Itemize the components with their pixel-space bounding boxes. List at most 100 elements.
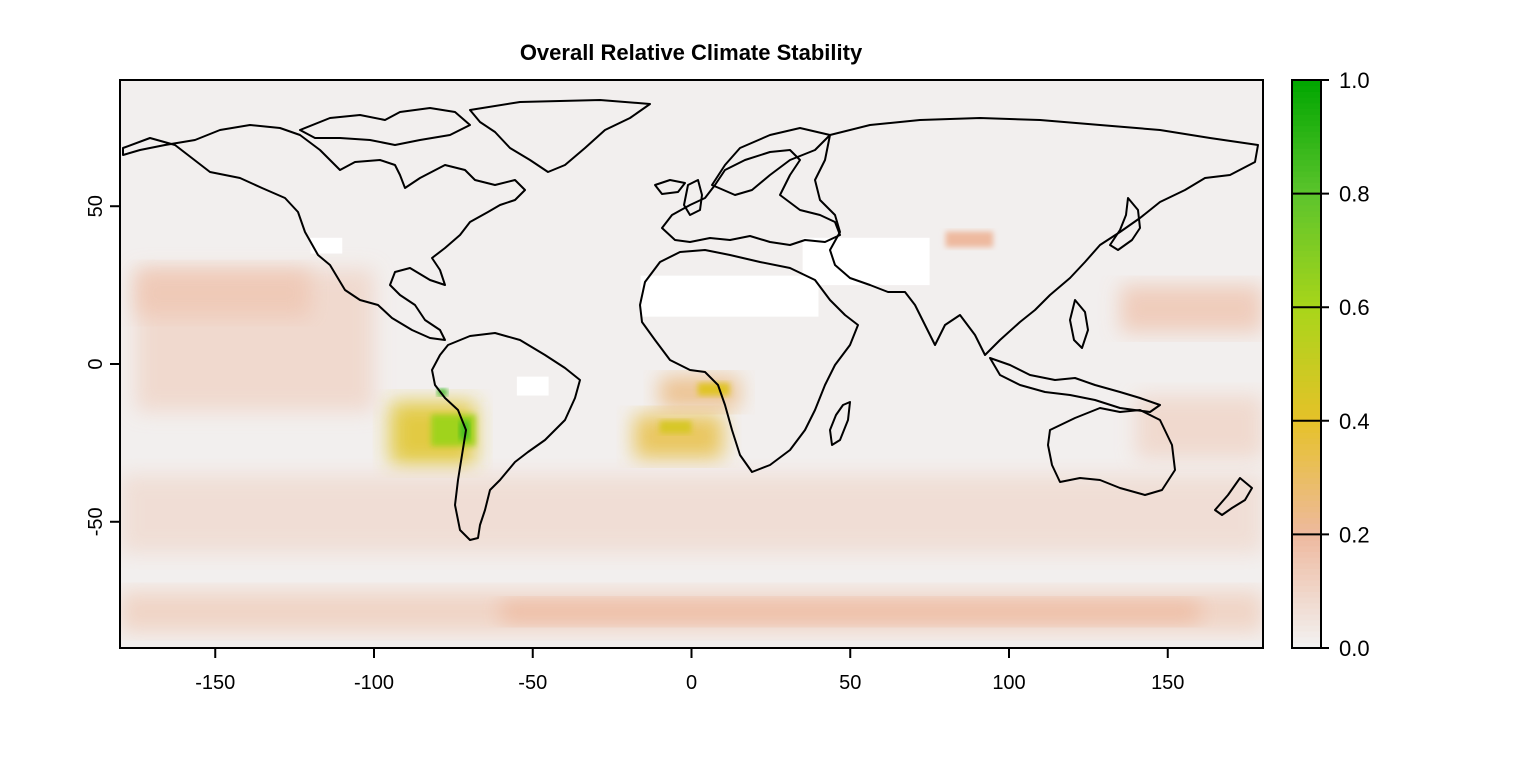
legend-swatch: [1292, 199, 1321, 206]
legend-swatch: [1292, 449, 1321, 456]
legend-ticks: 1.0 0.8 0.6 0.4 0.2 0.0: [1292, 68, 1370, 661]
legend-swatch: [1292, 585, 1321, 592]
legend-swatch: [1292, 642, 1321, 649]
legend-swatch: [1292, 187, 1321, 195]
legend-swatch: [1292, 301, 1321, 308]
legend-swatch: [1292, 284, 1321, 291]
legend-swatch: [1292, 483, 1321, 490]
legend-swatch: [1292, 295, 1321, 303]
legend-swatch: [1292, 528, 1321, 535]
no-data-region-0: [640, 275, 819, 317]
stability-raster: [120, 80, 1263, 648]
legend-swatch: [1292, 545, 1321, 553]
legend-swatch: [1292, 165, 1321, 172]
legend-swatch: [1292, 375, 1321, 382]
legend-swatch: [1292, 523, 1321, 530]
y-tick-label: 50: [85, 195, 107, 217]
legend-swatch: [1292, 443, 1321, 450]
legend-swatch: [1292, 210, 1321, 217]
legend-swatch: [1292, 108, 1321, 115]
coastline-new-zealand: [1214, 477, 1253, 516]
legend-swatch: [1292, 409, 1321, 416]
legend-swatch: [1292, 398, 1321, 405]
legend-swatch: [1292, 159, 1321, 166]
legend-swatch: [1292, 329, 1321, 337]
legend-swatch: [1292, 176, 1321, 183]
legend-swatch: [1292, 608, 1321, 615]
no-data-region-1: [802, 237, 930, 286]
legend-swatch: [1292, 636, 1321, 643]
legend-swatch: [1292, 579, 1321, 587]
x-tick-label: 50: [839, 672, 861, 694]
coastline-iceland: [654, 179, 686, 195]
x-tick-label: 0: [686, 672, 697, 694]
y-tick-label: 0: [85, 358, 107, 369]
legend-swatch: [1292, 278, 1321, 286]
legend-swatch: [1292, 415, 1321, 422]
legend-swatch: [1292, 488, 1321, 496]
legend-swatch: [1292, 256, 1321, 263]
legend-swatch: [1292, 80, 1321, 87]
legend-swatch: [1292, 477, 1321, 484]
raster-cell-7: [697, 382, 730, 396]
legend-swatch: [1292, 193, 1321, 200]
coastline-uk: [683, 179, 703, 216]
legend-swatch: [1292, 534, 1321, 541]
legend-swatch: [1292, 341, 1321, 348]
legend-swatch: [1292, 227, 1321, 234]
raster-cell-13: [945, 231, 994, 248]
legend-swatch: [1292, 318, 1321, 325]
raster-cell-11: [135, 269, 311, 317]
legend-swatch: [1292, 500, 1321, 507]
legend-swatch: [1292, 352, 1321, 359]
legend-swatch: [1292, 471, 1321, 479]
legend-swatch: [1292, 517, 1321, 524]
legend-swatch: [1292, 386, 1321, 393]
legend-swatch: [1292, 551, 1321, 558]
legend-swatch: [1292, 596, 1321, 604]
legend-swatch: [1292, 574, 1321, 581]
legend-swatch: [1292, 403, 1321, 411]
legend-swatch: [1292, 460, 1321, 467]
x-tick-label: -150: [195, 672, 235, 694]
raster-cell-12: [1120, 285, 1263, 333]
legend-swatch: [1292, 125, 1321, 132]
legend-swatch: [1292, 381, 1321, 388]
legend-swatch: [1292, 244, 1321, 251]
raster-cell-2: [459, 420, 470, 440]
coastline-scandinavia: [711, 127, 831, 196]
legend-swatch: [1292, 511, 1321, 518]
coastline-south-america: [431, 332, 581, 541]
legend-swatch: [1292, 307, 1321, 314]
legend-swatch: [1292, 437, 1321, 445]
coastline-indonesia: [989, 357, 1161, 413]
legend-color-bar: [1292, 80, 1321, 649]
legend-swatch: [1292, 454, 1321, 462]
legend-swatch: [1292, 625, 1321, 632]
legend-swatch: [1292, 85, 1321, 92]
legend-tick-label: 0.2: [1339, 522, 1370, 547]
raster-value-layer: [120, 231, 1263, 633]
color-legend: 1.0 0.8 0.6 0.4 0.2 0.0: [1291, 68, 1370, 661]
coastline-arctic-islands: [299, 107, 471, 146]
legend-tick-label: 0.8: [1339, 182, 1370, 207]
legend-swatch: [1292, 506, 1321, 513]
legend-swatch: [1292, 273, 1321, 280]
legend-swatch: [1292, 267, 1321, 274]
world-coastlines: [122, 99, 1259, 541]
legend-swatch: [1292, 346, 1321, 354]
legend-tick-label: 0.6: [1339, 295, 1370, 320]
legend-swatch: [1292, 170, 1321, 178]
x-tick-label: -50: [518, 672, 547, 694]
coastline-philippines: [1069, 299, 1089, 349]
y-axis: 50 0 -50: [85, 195, 121, 536]
legend-swatch: [1292, 91, 1321, 98]
legend-swatch: [1292, 602, 1321, 609]
legend-swatch: [1292, 494, 1321, 501]
legend-swatch: [1292, 335, 1321, 342]
raster-cell-14: [1136, 395, 1263, 459]
legend-swatch: [1292, 619, 1321, 626]
x-tick-label: 100: [992, 672, 1025, 694]
legend-swatch: [1292, 136, 1321, 144]
raster-cell-5: [659, 420, 692, 434]
